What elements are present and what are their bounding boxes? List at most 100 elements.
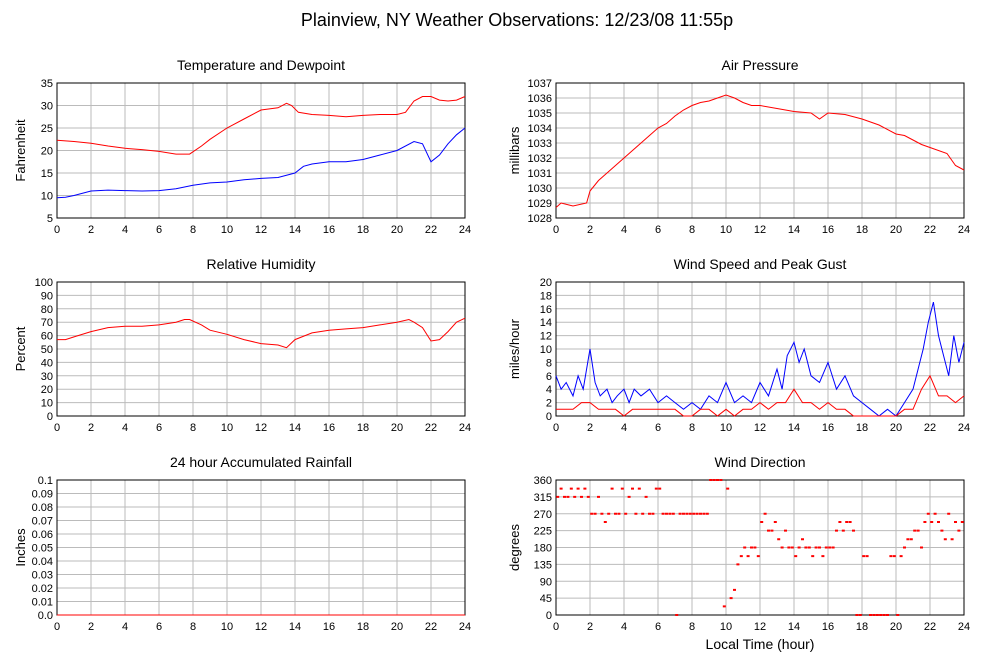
x-tick-label: 18: [856, 224, 868, 236]
data-point: [950, 538, 954, 541]
data-point: [872, 614, 876, 616]
chart-panel-2: 0 2 4 6 8 10 12 14 16 18 20 22 241028102910301031103…: [507, 57, 970, 236]
data-point: [566, 495, 570, 498]
data-point: [563, 495, 566, 498]
data-point: [610, 487, 614, 490]
data-point: [767, 529, 770, 532]
data-point: [780, 546, 784, 549]
data-point: [858, 614, 862, 616]
y-tick-label: 225: [534, 526, 552, 538]
x-tick-label: 12: [255, 621, 267, 633]
x-tick-label: 12: [754, 621, 766, 633]
y-tick-label: 0.09: [32, 489, 53, 501]
x-tick-label: 14: [788, 422, 800, 434]
data-point: [603, 521, 607, 523]
data-point: [753, 546, 757, 549]
y-axis-label: degrees: [507, 524, 522, 571]
y-tick-label: 12: [540, 331, 552, 343]
y-tick-label: 270: [534, 509, 552, 521]
x-tick-label: 0: [54, 422, 60, 434]
series-line-1: [56, 96, 466, 155]
x-tick-label: 8: [689, 422, 695, 434]
series-line-1: [57, 317, 466, 349]
data-point: [947, 512, 951, 515]
series-line-2: [56, 127, 466, 199]
data-point: [852, 529, 855, 532]
data-point: [903, 546, 906, 549]
y-tick-label: 1037: [528, 78, 552, 90]
chart-title: 24 hour Accumulated Rainfall: [170, 454, 352, 470]
data-point: [559, 487, 563, 490]
data-point: [777, 538, 781, 541]
data-point: [801, 538, 804, 541]
y-axis-label: miles/hour: [507, 318, 522, 379]
data-point: [631, 487, 634, 490]
y-axis-label: Inches: [13, 528, 28, 567]
x-tick-label: 0: [54, 224, 60, 236]
data-point: [675, 614, 679, 616]
data-point: [678, 512, 682, 515]
y-tick-label: 0.07: [32, 516, 53, 528]
data-point: [620, 487, 624, 490]
x-tick-label: 20: [890, 621, 902, 633]
y-tick-label: 0.02: [32, 583, 53, 595]
y-tick-label: 50: [41, 344, 53, 356]
data-point: [736, 563, 740, 566]
y-tick-label: 0.0: [38, 610, 53, 622]
data-point: [906, 538, 910, 541]
data-point: [705, 512, 709, 515]
data-point: [593, 512, 597, 515]
chart-panel-5: 0 2 4 6 8 10 12 14 16 18 20 22 240.00.010.020.030.04…: [13, 454, 471, 633]
y-tick-label: 360: [534, 475, 552, 487]
data-point: [719, 479, 723, 481]
data-point: [576, 487, 580, 490]
y-tick-label: 1036: [528, 93, 552, 105]
y-tick-label: 0.1: [38, 475, 53, 487]
data-point: [699, 512, 702, 515]
data-point: [726, 487, 730, 490]
data-point: [848, 521, 852, 523]
y-tick-label: 1028: [528, 213, 552, 225]
y-tick-label: 25: [41, 123, 53, 135]
chart-title: Wind Direction: [714, 454, 805, 470]
data-point: [790, 546, 794, 549]
y-tick-label: 0.03: [32, 570, 53, 582]
x-tick-label: 18: [357, 621, 369, 633]
x-tick-label: 2: [88, 621, 94, 633]
plot-frame: [56, 281, 466, 417]
x-tick-label: 16: [323, 422, 335, 434]
x-tick-label: 20: [391, 621, 403, 633]
x-tick-label: 20: [890, 422, 902, 434]
y-tick-label: 6: [546, 371, 552, 383]
y-tick-label: 0.06: [32, 529, 53, 541]
data-point: [682, 512, 685, 515]
data-point: [909, 538, 913, 541]
data-point: [926, 512, 930, 515]
x-tick-label: 22: [425, 422, 437, 434]
x-tick-label: 24: [459, 422, 471, 434]
x-tick-label: 6: [156, 621, 162, 633]
data-point: [960, 521, 964, 523]
data-point: [729, 597, 733, 600]
data-point: [760, 521, 764, 523]
data-point: [644, 495, 648, 498]
y-tick-label: 0: [546, 610, 552, 622]
data-point: [702, 512, 706, 515]
x-tick-label: 2: [587, 621, 593, 633]
series-line-2: [556, 374, 965, 417]
data-point: [862, 555, 866, 558]
data-point: [641, 512, 645, 515]
data-point: [651, 512, 655, 515]
x-tick-label: 10: [221, 224, 233, 236]
plot-frame: [555, 281, 965, 417]
data-point: [933, 512, 937, 515]
plot-frame: [555, 82, 965, 219]
x-tick-label: 16: [822, 224, 834, 236]
chart-panel-6: 0 2 4 6 8 10 12 14 16 18 20 22 240459013518022527031…: [507, 454, 970, 652]
x-tick-label: 20: [890, 224, 902, 236]
data-point: [784, 529, 787, 532]
data-point: [954, 521, 957, 523]
data-point: [600, 512, 604, 515]
